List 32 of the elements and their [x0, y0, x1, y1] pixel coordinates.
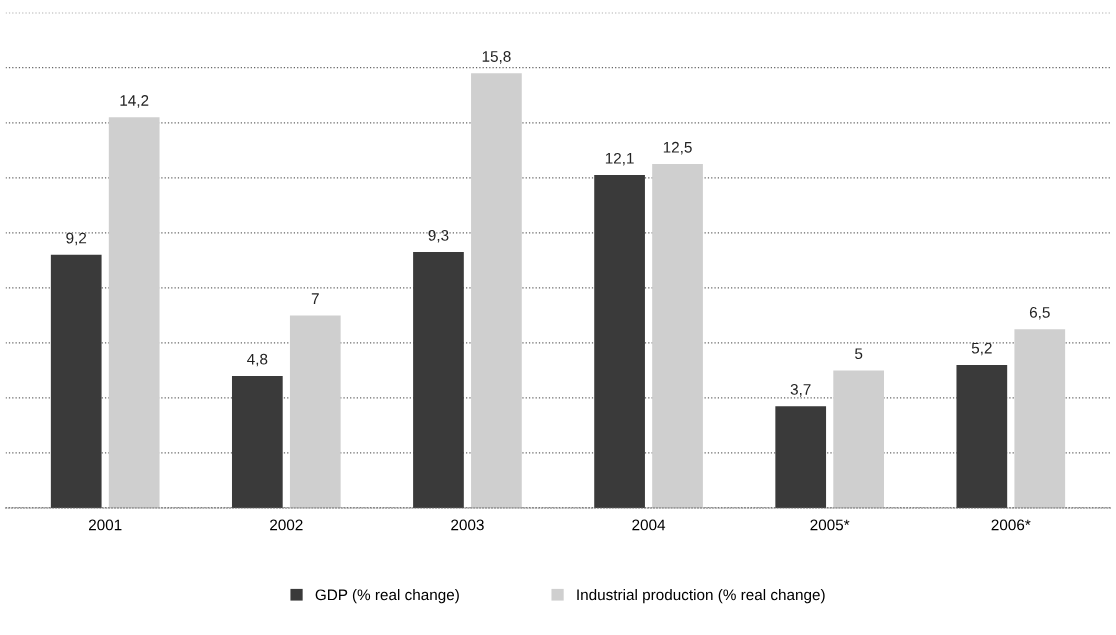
bar [594, 175, 645, 508]
bar [1014, 329, 1066, 508]
data-label: 9,3 [428, 229, 449, 243]
bar [833, 370, 885, 508]
data-label: 12,5 [663, 141, 692, 155]
bar [289, 315, 341, 508]
legend-label: GDP (% real change) [315, 588, 459, 604]
x-tick-label: 2003 [451, 519, 484, 531]
bar [956, 364, 1008, 508]
data-label: 5 [855, 348, 863, 360]
bar [775, 406, 827, 508]
bar [108, 117, 160, 508]
x-tick-label: 2004 [632, 519, 666, 531]
bar [50, 254, 102, 508]
x-tick-label: 2005* [810, 519, 850, 531]
data-label: 14,2 [120, 95, 149, 108]
bar [471, 73, 522, 508]
x-tick-label: 2001 [88, 519, 122, 531]
bar [413, 252, 464, 508]
data-label: 4,8 [247, 353, 268, 367]
data-label: 6,5 [1029, 306, 1050, 320]
x-tick-label: 2002 [270, 519, 303, 531]
x-tick-label: 2006* [991, 519, 1031, 531]
bar [231, 375, 283, 508]
data-label: 5,2 [971, 342, 992, 356]
data-label: 12,1 [605, 152, 634, 166]
data-label: 3,7 [790, 384, 811, 397]
legend-label: Industrial production (% real change) [577, 588, 825, 604]
data-label: 9,2 [66, 232, 87, 246]
data-label: 15,8 [482, 51, 511, 64]
bar [652, 164, 703, 508]
data-label: 7 [311, 293, 319, 304]
